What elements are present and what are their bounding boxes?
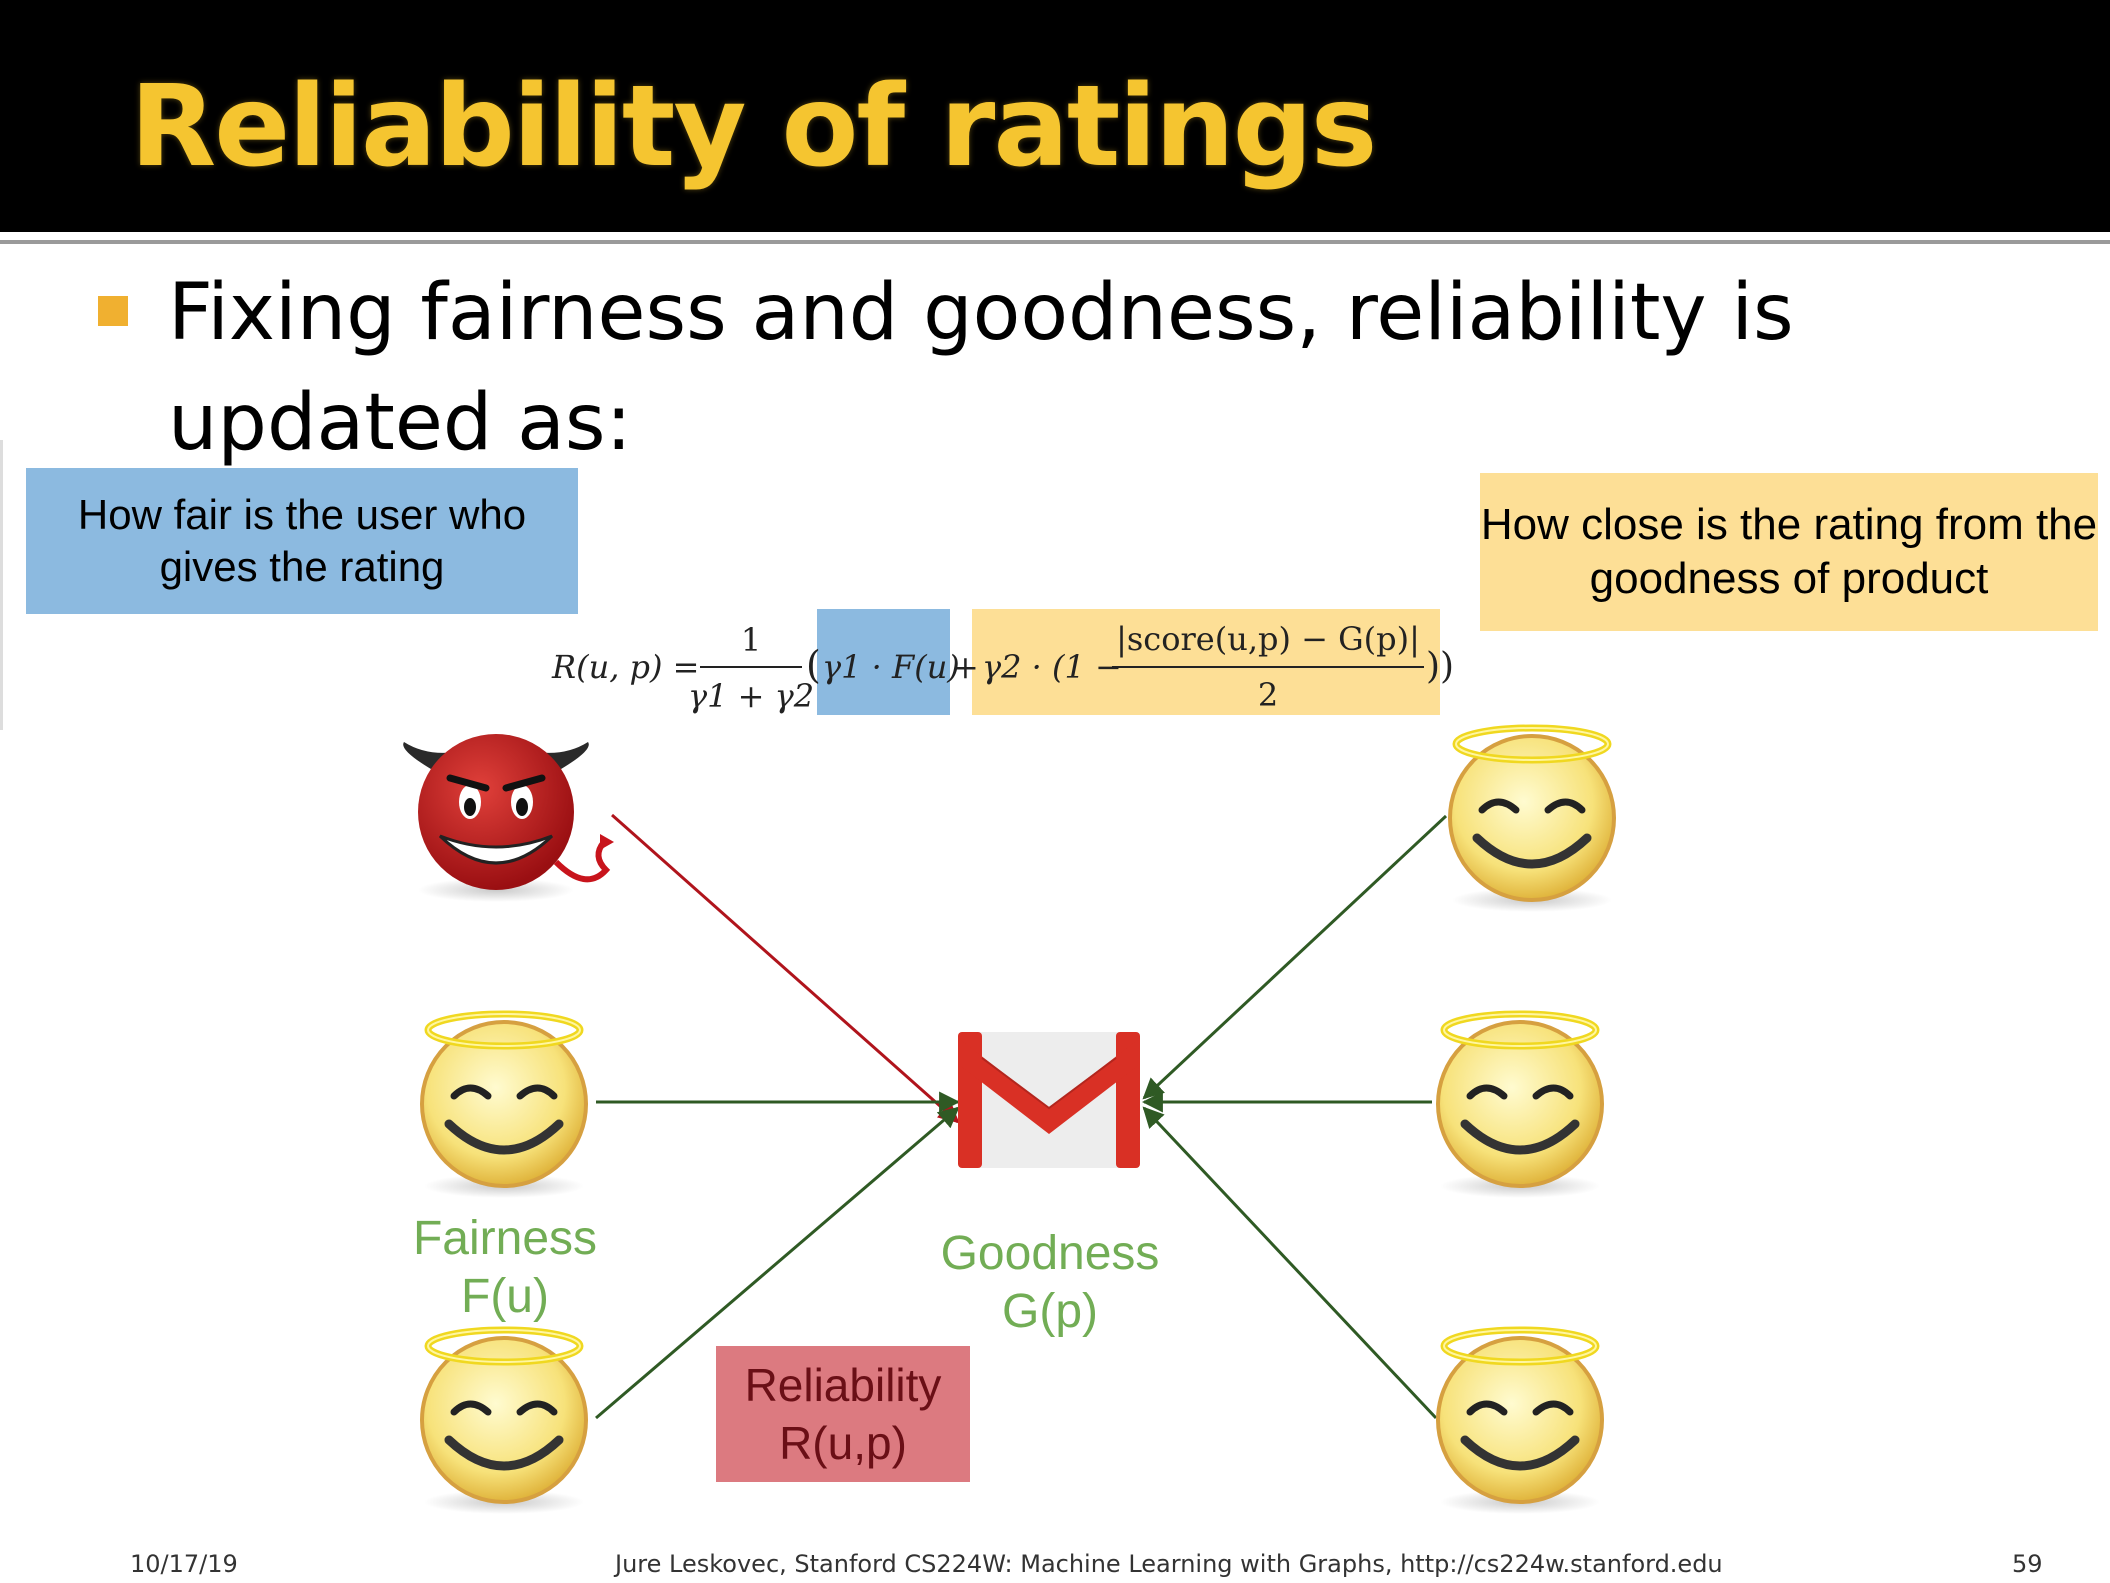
goodness-label: Goodness G(p): [920, 1225, 1180, 1341]
callout-rating-closeness-text: How close is the rating from the goodnes…: [1480, 500, 2098, 603]
title-bar: [0, 0, 2110, 232]
page-number: 59: [2012, 1550, 2043, 1578]
footer-date: 10/17/19: [130, 1550, 238, 1578]
angel-icon: [1450, 728, 1614, 912]
title-divider: [0, 240, 2110, 244]
devil-icon: [403, 734, 614, 902]
goodness-label-text: Goodness G(p): [940, 1227, 1160, 1338]
left-edge-divider: [0, 440, 3, 730]
edge-user3-to-product: [595, 1106, 960, 1420]
slide-title: Reliability of ratings: [130, 62, 1377, 192]
reliability-label: Reliability R(u,p): [716, 1346, 970, 1482]
formula-open-paren: (: [806, 643, 821, 687]
formula-closeness-highlight: [972, 609, 1440, 715]
angel-icon: [1438, 1014, 1602, 1198]
callout-user-fairness: How fair is the user who gives the ratin…: [26, 468, 578, 614]
edge-user4-to-product: [1142, 814, 1448, 1100]
callout-rating-closeness: How close is the rating from the goodnes…: [1480, 473, 2098, 631]
footer-credit: Jure Leskovec, Stanford CS224W: Machine …: [615, 1550, 1723, 1578]
formula-fraction-numerator: 1: [741, 621, 761, 659]
fairness-label: Fairness F(u): [390, 1210, 620, 1326]
formula-closeness-numerator: |score(u,p) − G(p)|: [1116, 620, 1420, 658]
edge-user6-to-product: [1142, 1106, 1438, 1420]
formula-plus: +: [952, 648, 979, 686]
formula-term-fairness: γ1 · F(u): [822, 648, 960, 686]
angel-icon: [422, 1014, 586, 1198]
gmail-envelope-icon: [958, 1032, 1140, 1168]
angel-icon: [1438, 1330, 1602, 1514]
edge-devil-to-product: [611, 813, 960, 1124]
angel-icon: [422, 1330, 586, 1514]
formula-fraction-denominator: γ1 + γ2: [688, 677, 814, 715]
callout-user-fairness-text: How fair is the user who gives the ratin…: [77, 491, 527, 590]
formula-fairness-highlight: [817, 609, 950, 715]
bullet-square-icon: [98, 296, 128, 326]
formula-term-gamma2: γ2 · (1 −: [982, 648, 1122, 686]
formula-lhs: R(u, p) =: [551, 648, 699, 686]
fairness-label-text: Fairness F(u): [412, 1212, 598, 1323]
reliability-label-text: Reliability R(u,p): [744, 1359, 942, 1469]
formula-close-parens: )): [1426, 646, 1454, 687]
formula-closeness-denominator: 2: [1258, 676, 1278, 714]
bullet-text: Fixing fairness and goodness, reliabilit…: [168, 268, 1794, 468]
